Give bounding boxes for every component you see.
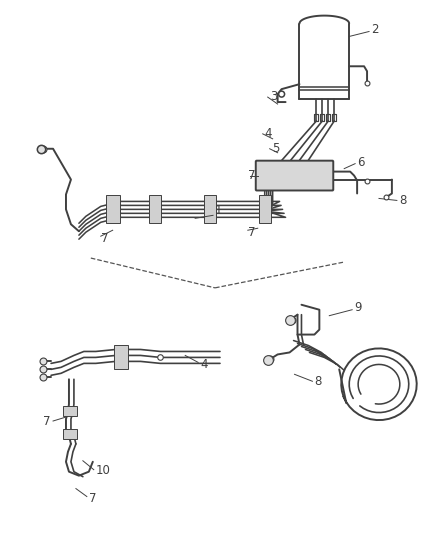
Text: 9: 9 bbox=[354, 301, 362, 314]
Bar bbox=[259, 196, 271, 223]
Text: 4: 4 bbox=[265, 127, 272, 140]
Bar bbox=[63, 429, 77, 439]
Text: 7: 7 bbox=[89, 492, 96, 505]
Text: 6: 6 bbox=[357, 156, 364, 169]
Bar bbox=[106, 196, 120, 223]
Text: 10: 10 bbox=[96, 464, 111, 477]
Bar bbox=[204, 196, 216, 223]
Text: 7: 7 bbox=[248, 169, 255, 182]
Text: 5: 5 bbox=[272, 142, 279, 155]
Text: 7: 7 bbox=[248, 225, 255, 239]
Text: 7: 7 bbox=[101, 232, 108, 245]
Text: 8: 8 bbox=[399, 194, 406, 207]
Bar bbox=[149, 196, 161, 223]
FancyBboxPatch shape bbox=[256, 160, 333, 190]
Bar bbox=[114, 345, 127, 369]
Text: 8: 8 bbox=[314, 375, 322, 388]
Text: 7: 7 bbox=[43, 415, 51, 427]
Text: 1: 1 bbox=[215, 204, 223, 217]
Text: 4: 4 bbox=[200, 358, 208, 371]
Text: 3: 3 bbox=[270, 90, 277, 102]
Text: 2: 2 bbox=[371, 23, 378, 36]
Circle shape bbox=[279, 91, 285, 97]
Bar bbox=[63, 406, 77, 416]
